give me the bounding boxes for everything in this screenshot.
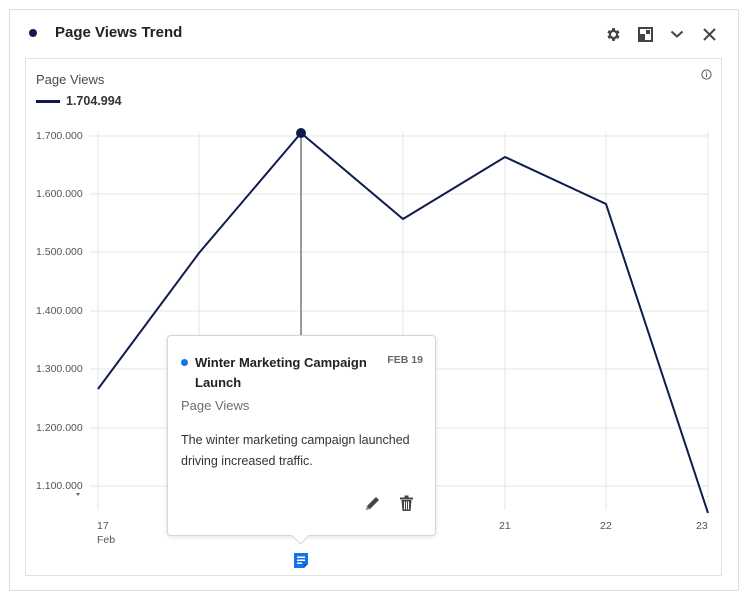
close-icon[interactable] [700,25,718,43]
annotation-description: The winter marketing campaign launched d… [181,433,410,468]
annotation-metric: Page Views [181,398,250,413]
x-tick-label: 17 [97,520,109,532]
x-month-label: Feb [97,534,116,546]
gear-icon[interactable] [604,25,622,43]
maximize-icon[interactable] [636,25,654,43]
y-tick-label: 1.700.000 [36,130,83,142]
title-dot-icon [29,29,37,37]
y-tick-label: 1.300.000 [36,363,83,375]
delete-icon[interactable] [397,494,415,512]
annotation-tooltip: Winter Marketing Campaign Launch FEB 19 … [167,335,436,536]
y-tick-label: 1.100.000 [36,480,83,492]
highlighted-data-point [296,128,306,138]
legend-swatch [36,99,60,103]
annotation-actions [363,494,415,512]
panel-header-actions [604,25,718,43]
x-tick-label: 22 [600,520,612,532]
y-tick-label: 1.200.000 [36,422,83,434]
edit-icon[interactable] [363,494,381,512]
chevron-down-icon[interactable] [668,25,686,43]
panel-title: Page Views Trend [55,24,183,41]
annotation-dot-icon [181,359,188,366]
series-line-page-views [97,131,709,514]
annotation-date: FEB 19 [387,354,423,366]
x-tick-label: 23 [696,520,708,532]
annotation-note-icon[interactable] [293,552,309,569]
y-axis-scroll-marker [76,493,80,496]
y-tick-label: 1.400.000 [36,305,83,317]
x-tick-label: 21 [499,520,511,532]
legend-item: 1.704.994 [36,94,122,108]
metric-label: Page Views [36,72,105,87]
legend-value: 1.704.994 [66,94,122,108]
info-icon[interactable] [701,67,712,80]
y-tick-label: 1.600.000 [36,188,83,200]
panel-header: Page Views Trend [0,0,750,48]
annotation-title: Winter Marketing Campaign Launch [195,355,367,390]
y-tick-label: 1.500.000 [36,246,83,258]
